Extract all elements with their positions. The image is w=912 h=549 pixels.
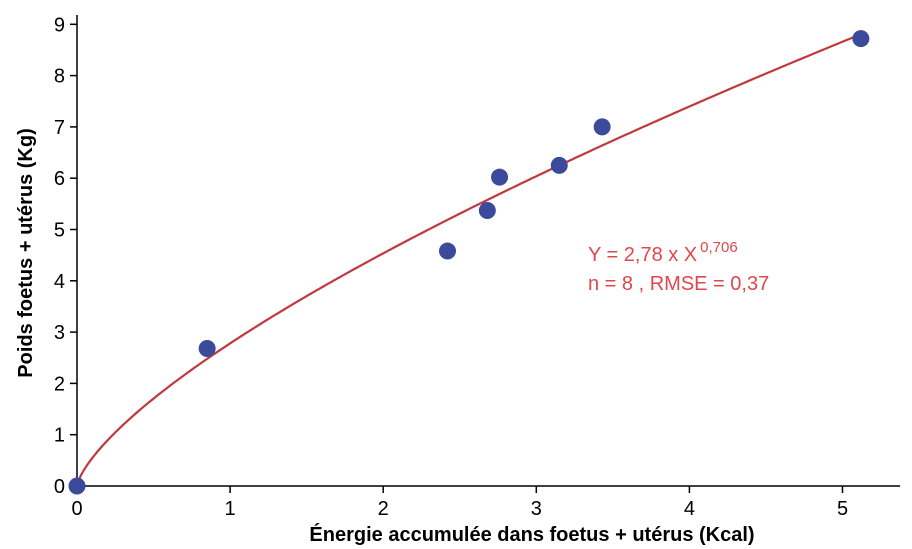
- data-point: [198, 340, 216, 358]
- x-tick-label: 4: [684, 498, 695, 520]
- equation-annotation: Y = 2,78 x X 0,706: [588, 239, 738, 266]
- x-axis-title: Énergie accumulée dans foetus + utérus (…: [309, 523, 754, 546]
- y-tick-label: 8: [54, 66, 65, 88]
- x-tick-label: 0: [71, 498, 82, 520]
- y-tick-label: 7: [54, 117, 65, 139]
- data-point: [550, 156, 568, 174]
- x-ticks: 0 1 2 3 4 5: [71, 486, 848, 520]
- data-point: [68, 477, 86, 495]
- fit-curve: [75, 33, 862, 487]
- x-tick-label: 3: [531, 498, 542, 520]
- x-tick-label: 1: [225, 498, 236, 520]
- points-layer: [68, 30, 870, 495]
- y-tick-label: 5: [54, 220, 65, 242]
- data-point: [852, 30, 870, 48]
- axes: [76, 15, 900, 487]
- data-point: [478, 202, 496, 220]
- fit-layer: [75, 33, 862, 487]
- y-tick-label: 9: [54, 14, 65, 36]
- data-point: [593, 118, 611, 136]
- x-tick-label: 2: [378, 498, 389, 520]
- y-tick-label: 0: [54, 476, 65, 498]
- data-point: [439, 242, 457, 260]
- y-ticks: 0 1 2 3 4 5 6 7 8 9: [54, 14, 77, 498]
- equation-main: Y = 2,78 x X: [588, 244, 697, 266]
- equation-exponent: 0,706: [700, 239, 738, 256]
- y-tick-label: 6: [54, 168, 65, 190]
- y-tick-label: 2: [54, 373, 65, 395]
- y-axis-title: Poids foetus + utérus (Kg): [15, 128, 37, 377]
- x-tick-label: 5: [837, 498, 848, 520]
- stats-annotation: n = 8 , RMSE = 0,37: [588, 273, 769, 295]
- data-point: [491, 168, 509, 186]
- y-tick-label: 1: [54, 425, 65, 447]
- y-tick-label: 3: [54, 322, 65, 344]
- y-tick-label: 4: [54, 271, 65, 293]
